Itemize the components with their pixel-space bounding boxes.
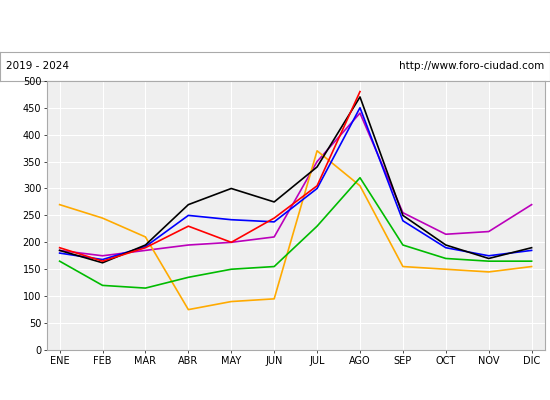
Text: 2019 - 2024: 2019 - 2024	[6, 61, 69, 71]
Text: Evolucion Nº Turistas Extranjeros en el municipio de Cerceda: Evolucion Nº Turistas Extranjeros en el …	[72, 18, 478, 32]
Text: http://www.foro-ciudad.com: http://www.foro-ciudad.com	[399, 61, 544, 71]
